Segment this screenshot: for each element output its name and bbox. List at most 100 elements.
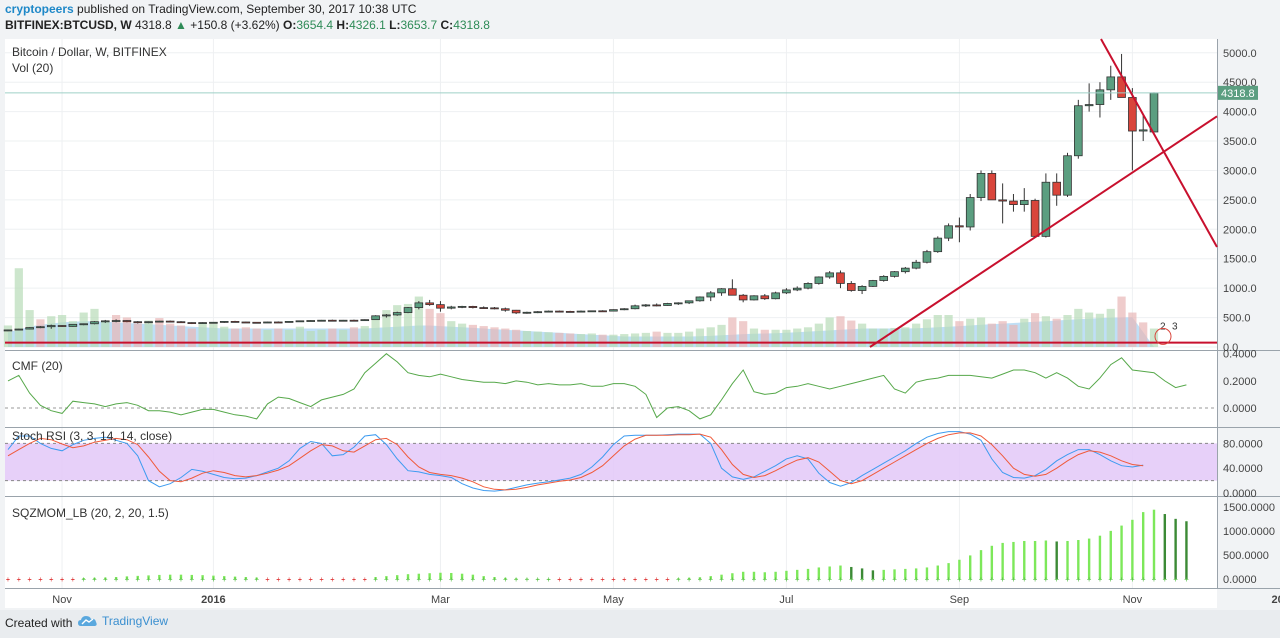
volume-bar <box>122 317 132 347</box>
candle-body <box>198 322 207 324</box>
price-tick-label: 2500.0 <box>1223 195 1257 207</box>
candle-body <box>219 321 229 323</box>
candle-body <box>3 329 13 332</box>
momentum-bar <box>817 567 821 579</box>
momentum-bar <box>136 575 139 579</box>
squeeze-dot: + <box>687 575 692 584</box>
volume-bar <box>847 320 856 347</box>
price-tick-label: 3000.0 <box>1223 165 1257 177</box>
cmf-tick-label: 0.2000 <box>1223 376 1257 388</box>
squeeze-dot: + <box>730 575 735 584</box>
volume-bar <box>814 323 823 347</box>
momentum-bar <box>439 572 442 579</box>
squeeze-dot: + <box>27 575 32 584</box>
candle-body <box>468 305 478 308</box>
volume-bar <box>749 328 759 347</box>
momentum-bar <box>741 571 745 579</box>
author-name[interactable]: cryptopeers <box>5 2 74 16</box>
volume-bar <box>328 328 337 347</box>
cmf-line <box>7 353 1187 420</box>
candle-body <box>868 280 878 287</box>
squeeze-dot: + <box>589 575 594 584</box>
stoch-tick-label: 80.0000 <box>1223 438 1263 450</box>
volume-bar <box>922 319 932 347</box>
candle-body <box>144 321 153 324</box>
candle-body <box>771 292 780 300</box>
momentum-bar <box>590 579 594 580</box>
momentum-bar <box>1055 541 1058 579</box>
momentum-bar <box>190 574 193 579</box>
squeeze-dot: + <box>979 575 984 584</box>
volume-bar <box>425 308 434 347</box>
volume-bar <box>912 323 921 347</box>
squeeze-dot: + <box>752 575 757 584</box>
squeeze-dot: + <box>384 575 389 584</box>
squeeze-dot: + <box>892 575 897 584</box>
volume-bar <box>1128 312 1137 347</box>
squeeze-dot: + <box>308 575 313 584</box>
volume-bar <box>90 308 99 347</box>
squeeze-dot: + <box>827 575 832 584</box>
volume-bar <box>1009 324 1018 347</box>
momentum-bar <box>50 579 53 580</box>
candle-body <box>403 307 413 313</box>
momentum-bar <box>666 579 669 580</box>
volume-bar <box>793 328 802 347</box>
momentum-bar <box>179 574 183 579</box>
candle-body <box>706 292 716 298</box>
momentum-bar <box>828 566 831 579</box>
volume-bar <box>544 332 553 347</box>
squeeze-dot: + <box>914 575 919 584</box>
squeeze-dot: + <box>81 575 86 584</box>
momentum-bar <box>785 570 788 579</box>
candle-body <box>176 321 186 324</box>
squeeze-dot: + <box>676 575 681 584</box>
candle-body <box>122 320 132 323</box>
squeeze-dot: + <box>276 575 281 584</box>
squeeze-dot: + <box>492 575 497 584</box>
low-value: 3653.7 <box>400 18 438 32</box>
momentum-bar <box>687 577 691 579</box>
candle-body <box>1030 200 1040 237</box>
squeeze-dot: + <box>449 575 454 584</box>
candle-body <box>717 288 726 294</box>
squeeze-dot: + <box>611 575 616 584</box>
volume-bar <box>155 318 164 347</box>
squeeze-dot: + <box>935 575 940 584</box>
volume-bar <box>501 328 510 347</box>
momentum-bar <box>1066 540 1069 579</box>
candle-body <box>976 173 986 198</box>
momentum-bar <box>914 568 918 579</box>
volume-bar <box>933 315 942 347</box>
tradingview-cloud-icon <box>78 616 97 626</box>
candle-body <box>360 319 370 322</box>
volume-bar <box>598 334 607 347</box>
volume-bar <box>782 329 791 347</box>
momentum-bar <box>277 579 280 580</box>
tradingview-logo[interactable]: TradingView <box>78 614 168 628</box>
price-tick-label: 1000.0 <box>1223 283 1257 295</box>
candle-layer[interactable] <box>3 53 1217 332</box>
candle-body <box>522 311 532 314</box>
momentum-bar <box>774 571 777 579</box>
momentum-bar <box>525 578 529 580</box>
candle-body <box>338 319 348 322</box>
candle-body <box>263 321 272 324</box>
x-tick-label: Jul <box>779 594 793 606</box>
momentum-bar <box>471 574 475 579</box>
candle-body <box>1052 181 1061 196</box>
momentum-bar <box>363 579 366 580</box>
candle-body <box>68 323 78 327</box>
momentum-bar <box>763 572 766 579</box>
momentum-tick-label: 1500.0000 <box>1223 502 1275 514</box>
squeeze-dot: + <box>838 575 843 584</box>
candle-body <box>728 288 737 296</box>
candle-body <box>436 304 445 309</box>
volume-bar <box>457 323 467 347</box>
volume-bar <box>966 318 975 347</box>
momentum-bar <box>1131 519 1134 579</box>
volume-bar <box>360 326 369 347</box>
squeeze-dot: + <box>330 575 335 584</box>
